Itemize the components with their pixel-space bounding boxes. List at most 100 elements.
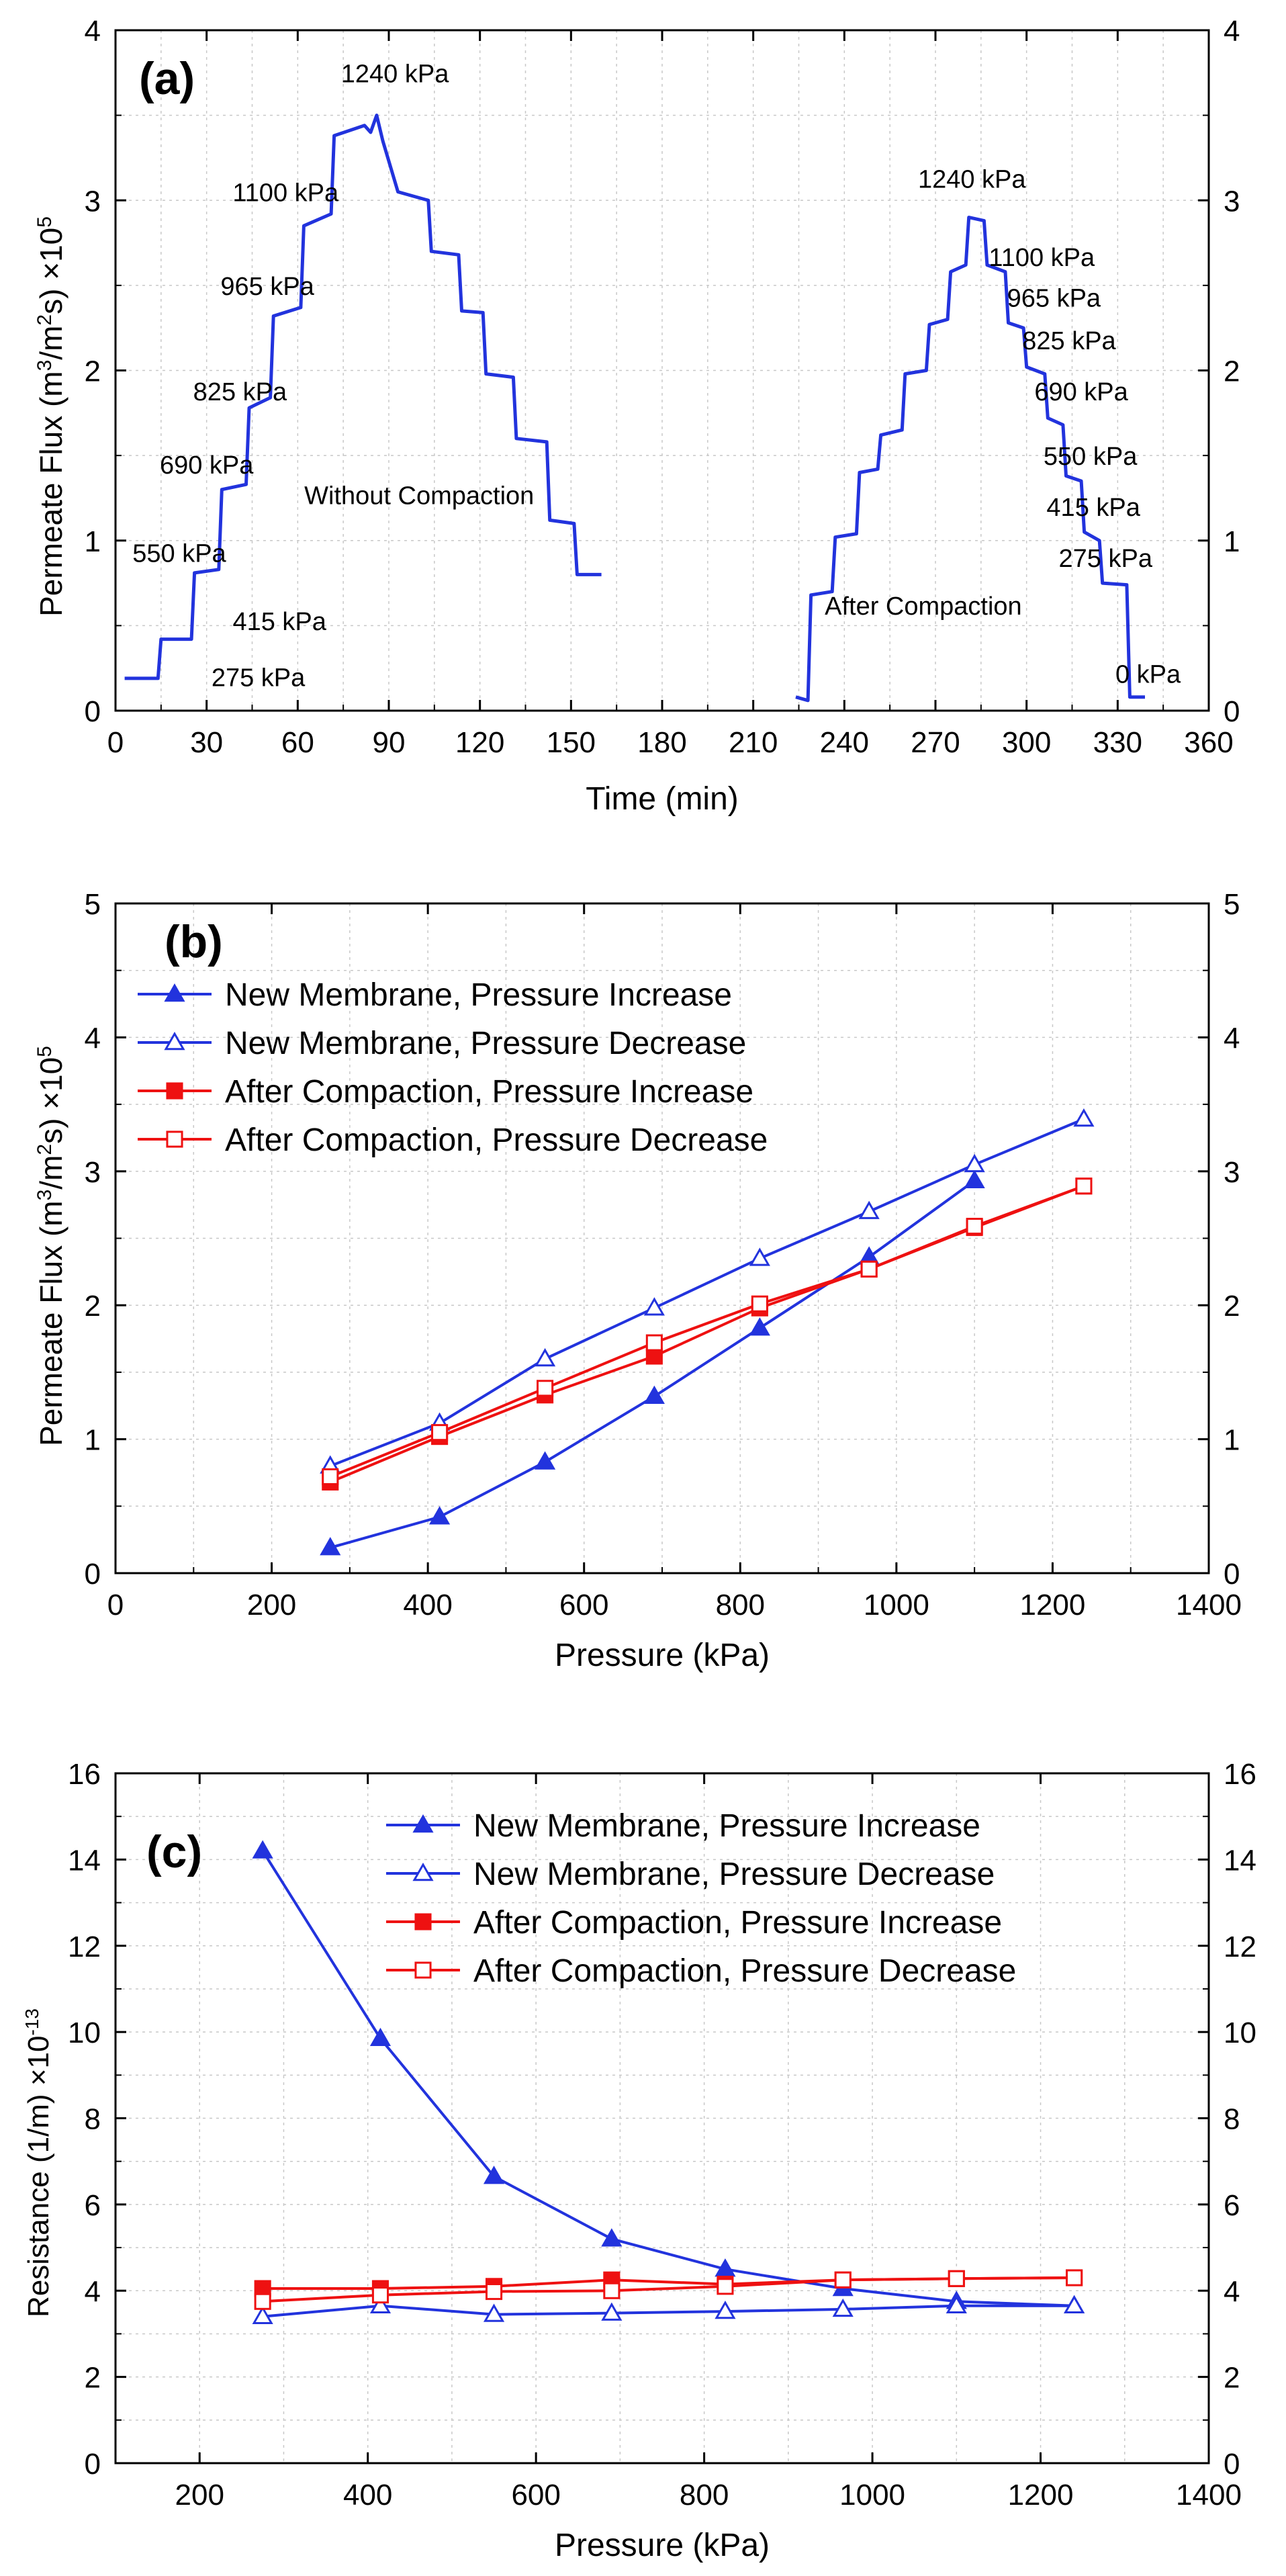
x-tick-label: 30 [190, 726, 223, 759]
y-tick-label-right: 6 [1224, 2189, 1240, 2222]
x-tick-label: 60 [281, 726, 314, 759]
data-point-marker [860, 1260, 878, 1278]
y-tick-label: 10 [68, 2016, 101, 2049]
y-tick-label: 0 [85, 695, 101, 728]
panel-c-y-axis-title: Resistance (1/m) ×10-13 [21, 2008, 56, 2317]
annotation-label: 1240 kPa [341, 60, 449, 88]
series-line-without-compaction [124, 114, 602, 680]
y-tick-label-right: 12 [1224, 1930, 1256, 1963]
legend-label: After Compaction, Pressure Decrease [473, 1953, 1016, 1989]
data-point-marker [749, 1247, 770, 1266]
y-tick-label: 14 [68, 1844, 101, 1877]
annotation-label: Without Compaction [304, 482, 534, 510]
x-tick-label: 240 [820, 726, 869, 759]
x-tick-label: 300 [1002, 726, 1051, 759]
series-line-after-compaction [795, 216, 1145, 703]
x-tick-label: 120 [455, 726, 504, 759]
legend-marker [166, 1130, 183, 1148]
x-tick-label: 90 [373, 726, 406, 759]
series-line [263, 2276, 1074, 2303]
y-tick-label: 0 [85, 1558, 101, 1591]
annotation-label: 1100 kPa [989, 244, 1095, 272]
legend-label: After Compaction, Pressure Increase [473, 1905, 1002, 1941]
data-point-marker [643, 1385, 665, 1405]
annotation-label: 690 kPa [160, 451, 254, 480]
y-tick-label: 3 [85, 185, 101, 218]
y-tick-label-right: 0 [1224, 2448, 1240, 2481]
y-tick-label-right: 14 [1224, 1844, 1256, 1877]
annotation-label: 275 kPa [1059, 545, 1153, 573]
x-tick-label: 800 [680, 2479, 729, 2512]
legend-marker [164, 983, 185, 1002]
data-point-marker [252, 1840, 273, 1859]
legend-marker [414, 1961, 432, 1979]
data-point-marker [537, 1380, 554, 1397]
data-point-marker [601, 2302, 623, 2321]
y-tick-label: 3 [85, 1156, 101, 1189]
data-point-marker [966, 1218, 983, 1235]
legend-label: New Membrane, Pressure Decrease [473, 1857, 995, 1892]
annotation-label: 690 kPa [1034, 378, 1128, 406]
panel-b-legend: New Membrane, Pressure Increase New Membr… [138, 977, 768, 1158]
x-tick-label: 330 [1093, 726, 1142, 759]
y-tick-label: 16 [68, 1758, 101, 1791]
annotation-label: After Compaction [825, 592, 1022, 621]
panel-c-label: (c) [146, 1826, 202, 1877]
x-tick-label: 1400 [1176, 2479, 1242, 2512]
data-point-marker [1064, 2295, 1085, 2313]
data-point-marker [946, 2295, 967, 2313]
y-tick-label: 2 [85, 355, 101, 388]
y-tick-label: 4 [85, 2275, 101, 2308]
data-point-marker [483, 2166, 505, 2184]
panel-a-x-axis-title: Time (min) [586, 781, 739, 817]
y-tick-label: 4 [85, 15, 101, 48]
y-tick-label: 5 [85, 888, 101, 921]
data-point-marker [1075, 1178, 1093, 1195]
data-point-marker [948, 2270, 965, 2287]
panel-c-legend: New Membrane, Pressure Increase New Membr… [386, 1808, 1016, 1989]
y-tick-label: 0 [85, 2448, 101, 2481]
panel-b-x-axis-title: Pressure (kPa) [555, 1638, 770, 1673]
y-tick-label-right: 4 [1224, 2275, 1240, 2308]
data-point-marker [601, 2228, 623, 2247]
data-point-marker [534, 1347, 556, 1367]
legend-label: New Membrane, Pressure Increase [473, 1808, 980, 1844]
y-tick-label-right: 2 [1224, 355, 1240, 388]
y-tick-label: 1 [85, 525, 101, 558]
x-tick-label: 1400 [1176, 1589, 1242, 1622]
annotation-label: 825 kPa [1022, 327, 1116, 355]
x-tick-label: 0 [107, 726, 124, 759]
legend-label: After Compaction, Pressure Increase [225, 1074, 753, 1110]
y-tick-label: 4 [85, 1022, 101, 1055]
x-tick-label: 200 [247, 1589, 296, 1622]
panel-c-series [252, 1840, 1085, 2325]
series-line [261, 1850, 1074, 2307]
data-point-marker [858, 1200, 880, 1219]
y-tick-label-right: 2 [1224, 2362, 1240, 2395]
legend-marker [414, 1913, 432, 1930]
y-tick-label: 2 [85, 1290, 101, 1323]
data-point-marker [964, 1169, 985, 1189]
y-tick-label-right: 10 [1224, 2016, 1256, 2049]
x-tick-label: 150 [547, 726, 596, 759]
annotation-label: 825 kPa [193, 378, 287, 406]
panel-c-x-axis-title: Pressure (kPa) [555, 2528, 770, 2563]
data-point-marker [369, 2295, 392, 2313]
y-tick-label: 1 [85, 1424, 101, 1457]
annotation-label: 0 kPa [1115, 660, 1181, 689]
y-tick-label-right: 4 [1224, 1022, 1240, 1055]
y-tick-label-right: 0 [1224, 695, 1240, 728]
data-point-marker [483, 2303, 505, 2322]
x-tick-label: 1200 [1008, 2479, 1074, 2512]
annotation-label: 1240 kPa [918, 165, 1026, 193]
x-tick-label: 400 [343, 2479, 392, 2512]
legend-label: New Membrane, Pressure Decrease [225, 1026, 746, 1061]
annotation-label: 1100 kPa [232, 179, 339, 208]
annotation-label: 275 kPa [212, 664, 306, 692]
y-tick-label-right: 5 [1224, 888, 1240, 921]
